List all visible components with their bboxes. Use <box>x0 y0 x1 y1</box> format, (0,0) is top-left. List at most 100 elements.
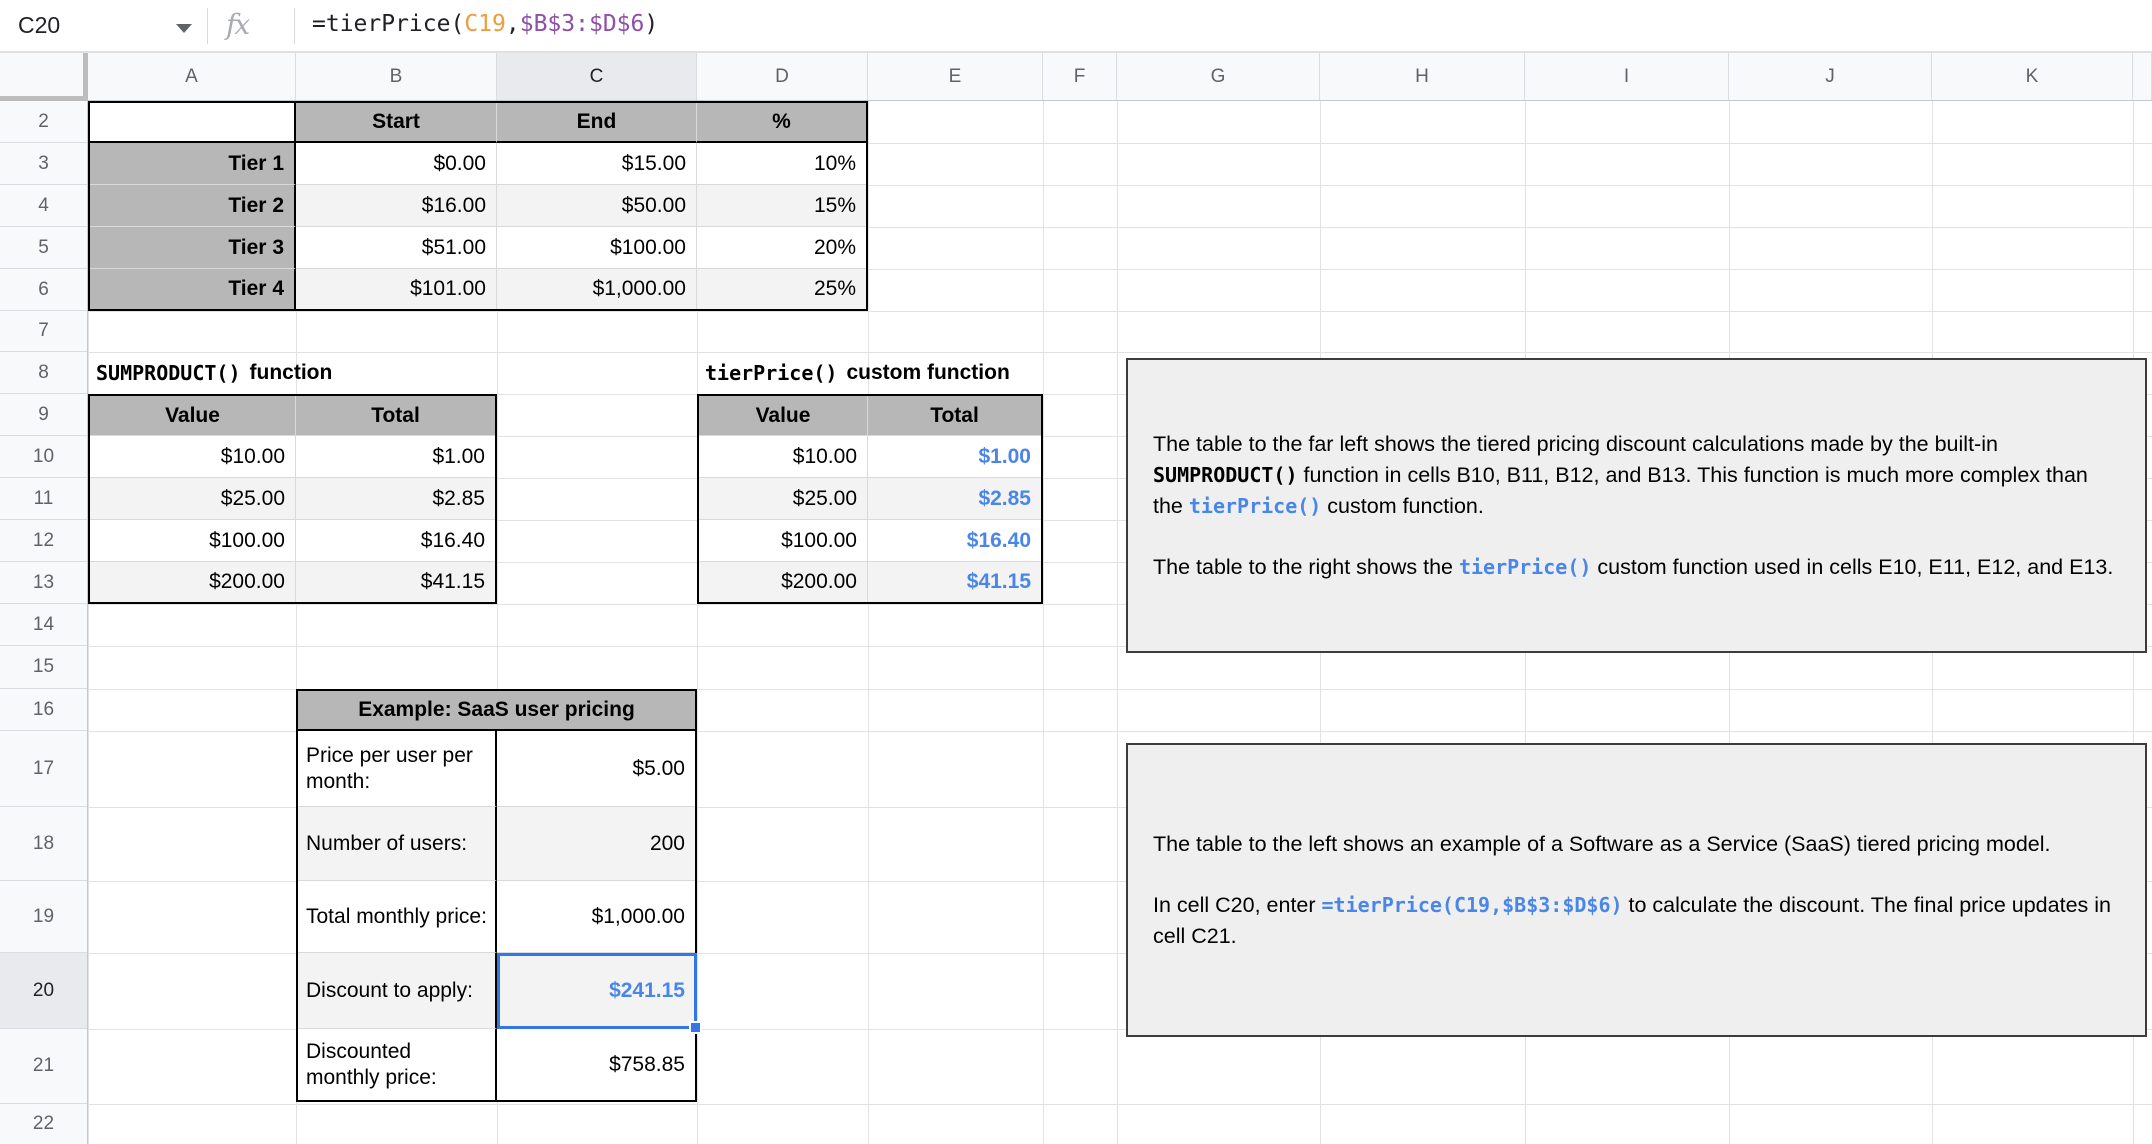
note-paragraph: The table to the right shows the tierPri… <box>1153 552 2120 583</box>
cell-tier-1-percent[interactable]: 10% <box>697 143 866 185</box>
row-header-6[interactable]: 6 <box>0 269 87 311</box>
row-header-21[interactable]: 21 <box>0 1029 87 1104</box>
note-text: The table to the right shows the <box>1153 554 1459 579</box>
cell-total-header[interactable]: Total <box>296 396 495 436</box>
example-note-box[interactable]: The table to the left shows an example o… <box>1126 743 2147 1037</box>
cell-tier-3-end[interactable]: $100.00 <box>497 227 697 269</box>
cell-b11-total[interactable]: $2.85 <box>296 478 495 520</box>
row-header-18[interactable]: 18 <box>0 807 87 881</box>
cell-b13-total[interactable]: $41.15 <box>296 562 495 602</box>
column-header-j[interactable]: J <box>1729 53 1932 100</box>
row-header-3[interactable]: 3 <box>0 143 87 185</box>
cell-tier-1-end[interactable]: $15.00 <box>497 143 697 185</box>
row-header-17[interactable]: 17 <box>0 731 87 807</box>
sumproduct-title-code: SUMPRODUCT() <box>96 361 241 385</box>
cell-a2-empty[interactable] <box>90 103 296 143</box>
row-header-11[interactable]: 11 <box>0 478 87 520</box>
cell-tier-4-start[interactable]: $101.00 <box>296 269 497 309</box>
cell-tier-4-percent[interactable]: 25% <box>697 269 866 309</box>
row-header-15[interactable]: 15 <box>0 646 87 689</box>
cell-c21-value[interactable]: $758.85 <box>497 1029 695 1100</box>
cell-tier-3-percent[interactable]: 20% <box>697 227 866 269</box>
cell-tier-1-label[interactable]: Tier 1 <box>90 143 296 185</box>
row-header-13[interactable]: 13 <box>0 562 87 604</box>
column-header-d[interactable]: D <box>697 53 868 100</box>
cell-b10-total[interactable]: $1.00 <box>296 436 495 478</box>
cell-tier-3-label[interactable]: Tier 3 <box>90 227 296 269</box>
cell-d10-value[interactable]: $10.00 <box>699 436 868 478</box>
chevron-down-icon[interactable] <box>176 24 192 33</box>
cell-tier-2-label[interactable]: Tier 2 <box>90 185 296 227</box>
row-header-5[interactable]: 5 <box>0 227 87 269</box>
cell-e10-total[interactable]: $1.00 <box>868 436 1041 478</box>
cell-end-header[interactable]: End <box>497 103 697 143</box>
cell-start-header[interactable]: Start <box>296 103 497 143</box>
formula-bar: C20 fx =tierPrice(C19,$B$3:$D$6) <box>0 0 2152 53</box>
row-header-22[interactable]: 22 <box>0 1104 87 1144</box>
cell-a12-value[interactable]: $100.00 <box>90 520 296 562</box>
cell-c20-selected-value[interactable]: $241.15 <box>497 953 695 1029</box>
cell-tier-1-start[interactable]: $0.00 <box>296 143 497 185</box>
cell-tier-3-start[interactable]: $51.00 <box>296 227 497 269</box>
cell-d13-value[interactable]: $200.00 <box>699 562 868 602</box>
cell-a13-value[interactable]: $200.00 <box>90 562 296 602</box>
cell-tier-2-end[interactable]: $50.00 <box>497 185 697 227</box>
row-header-14[interactable]: 14 <box>0 604 87 646</box>
fill-handle[interactable] <box>689 1021 702 1034</box>
cell-value-header[interactable]: Value <box>699 396 868 436</box>
row-header-10[interactable]: 10 <box>0 436 87 478</box>
column-header-a[interactable]: A <box>88 53 296 100</box>
row-header-4[interactable]: 4 <box>0 185 87 227</box>
cell-total-header[interactable]: Total <box>868 396 1041 436</box>
cell-b17-label[interactable]: Price per user per month: <box>298 731 497 807</box>
cell-tier-4-end[interactable]: $1,000.00 <box>497 269 697 309</box>
column-header-partial[interactable] <box>2133 53 2152 100</box>
inline-code-tierprice: tierPrice() <box>1458 554 1592 579</box>
cell-e11-total[interactable]: $2.85 <box>868 478 1041 520</box>
cell-d12-value[interactable]: $100.00 <box>699 520 868 562</box>
row-header-8[interactable]: 8 <box>0 352 87 394</box>
cell-b20-label[interactable]: Discount to apply: <box>298 953 497 1029</box>
cell-c18-value[interactable]: 200 <box>497 807 695 881</box>
cell-b18-label[interactable]: Number of users: <box>298 807 497 881</box>
cell-b21-label[interactable]: Discounted monthly price: <box>298 1029 497 1100</box>
cell-e12-total[interactable]: $16.40 <box>868 520 1041 562</box>
select-all-corner[interactable] <box>0 53 88 101</box>
name-box[interactable]: C20 <box>0 0 200 51</box>
sumproduct-note-box[interactable]: The table to the far left shows the tier… <box>1126 358 2147 653</box>
cell-d11-value[interactable]: $25.00 <box>699 478 868 520</box>
row-header-9[interactable]: 9 <box>0 394 87 436</box>
formula-input[interactable]: =tierPrice(C19,$B$3:$D$6) <box>312 11 658 37</box>
row-header-7[interactable]: 7 <box>0 311 87 352</box>
column-header-k[interactable]: K <box>1932 53 2133 100</box>
tierprice-section-title: tierPrice() custom function <box>705 352 1010 394</box>
row-header-19[interactable]: 19 <box>0 881 87 953</box>
example-table-title[interactable]: Example: SaaS user pricing <box>298 691 695 731</box>
note-paragraph: In cell C20, enter =tierPrice(C19,$B$3:$… <box>1153 890 2120 952</box>
column-header-f[interactable]: F <box>1043 53 1117 100</box>
note-paragraph: The table to the left shows an example o… <box>1153 829 2120 860</box>
row-header-20[interactable]: 20 <box>0 953 87 1029</box>
column-header-e[interactable]: E <box>868 53 1043 100</box>
cell-tier-4-label[interactable]: Tier 4 <box>90 269 296 309</box>
cell-a10-value[interactable]: $10.00 <box>90 436 296 478</box>
column-header-c[interactable]: C <box>497 53 697 100</box>
cell-b12-total[interactable]: $16.40 <box>296 520 495 562</box>
column-header-h[interactable]: H <box>1320 53 1525 100</box>
cell-c19-value[interactable]: $1,000.00 <box>497 881 695 953</box>
row-header-16[interactable]: 16 <box>0 689 87 731</box>
column-header-b[interactable]: B <box>296 53 497 100</box>
row-header-12[interactable]: 12 <box>0 520 87 562</box>
cell-percent-header[interactable]: % <box>697 103 866 143</box>
column-header-i[interactable]: I <box>1525 53 1729 100</box>
cell-c17-value[interactable]: $5.00 <box>497 731 695 807</box>
cell-tier-2-percent[interactable]: 15% <box>697 185 866 227</box>
example-table: Example: SaaS user pricing Price per use… <box>296 689 697 1102</box>
cell-value-header[interactable]: Value <box>90 396 296 436</box>
cell-a11-value[interactable]: $25.00 <box>90 478 296 520</box>
row-header-2[interactable]: 2 <box>0 101 87 143</box>
cell-b19-label[interactable]: Total monthly price: <box>298 881 497 953</box>
cell-e13-total[interactable]: $41.15 <box>868 562 1041 602</box>
cell-tier-2-start[interactable]: $16.00 <box>296 185 497 227</box>
column-header-g[interactable]: G <box>1117 53 1320 100</box>
